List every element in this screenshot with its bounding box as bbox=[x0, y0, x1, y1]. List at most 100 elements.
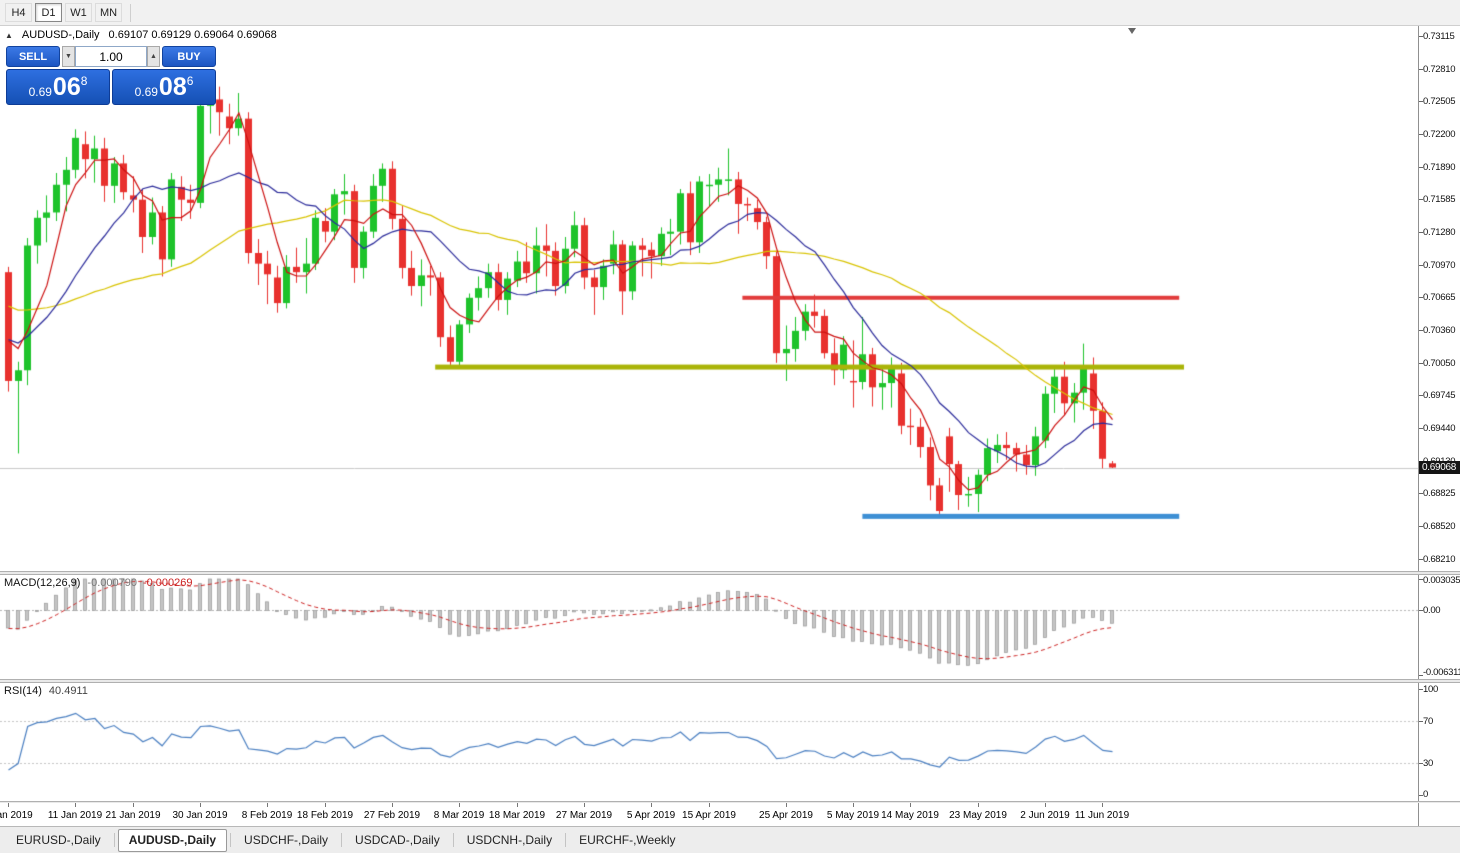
price-tick-label: 0.70970 bbox=[1423, 259, 1456, 271]
rsi-canvas[interactable] bbox=[0, 683, 1418, 801]
axis-tick bbox=[1419, 427, 1423, 429]
axis-tick bbox=[1419, 362, 1423, 364]
price-tick-label: 0.68825 bbox=[1423, 488, 1456, 500]
time-axis-label: 5 Apr 2019 bbox=[626, 810, 676, 821]
ask-price-point: 6 bbox=[186, 74, 194, 88]
rsi-label: RSI(14) 40.4911 bbox=[4, 685, 88, 697]
rsi-scale-label: 100 bbox=[1423, 684, 1438, 695]
axis-tick bbox=[1419, 395, 1423, 397]
time-axis-tick bbox=[910, 803, 911, 807]
axis-tick bbox=[1419, 795, 1423, 796]
time-axis-tick bbox=[786, 803, 787, 807]
bid-price-prefix: 0.69 bbox=[28, 85, 52, 99]
time-axis-label: 18 Feb 2019 bbox=[296, 810, 354, 821]
buy-price-button[interactable]: 0.69 08 6 bbox=[112, 69, 216, 105]
axis-tick bbox=[1419, 559, 1423, 560]
axis-tick bbox=[1419, 493, 1423, 495]
axis-tick bbox=[1419, 689, 1423, 690]
chart-shift-marker[interactable] bbox=[1128, 28, 1136, 34]
macd-name: MACD(12,26,9) bbox=[4, 577, 81, 589]
time-axis-label: 8 Mar 2019 bbox=[433, 810, 485, 821]
panel-splitter[interactable] bbox=[0, 571, 1460, 575]
price-tick-label: 0.72200 bbox=[1423, 128, 1456, 140]
tab-separator bbox=[230, 833, 232, 847]
one-click-trading-panel: SELL ▼ 1.00 ▲ BUY 0.69 06 8 0.69 bbox=[6, 46, 216, 105]
price-tick-label: 0.68520 bbox=[1423, 520, 1456, 532]
ask-price-prefix: 0.69 bbox=[134, 85, 158, 99]
axis-tick bbox=[1419, 166, 1423, 168]
axis-tick bbox=[1419, 231, 1423, 233]
one-click-collapse-toggle-icon[interactable]: ▲ bbox=[5, 30, 13, 40]
chart-tab-audusd-daily[interactable]: AUDUSD-,Daily bbox=[117, 828, 228, 852]
chart-tab-eurusd-daily[interactable]: EURUSD-,Daily bbox=[16, 832, 101, 847]
volume-decrease-button[interactable]: ▼ bbox=[62, 46, 75, 67]
time-axis-tick bbox=[392, 803, 393, 807]
ask-price-pips: 08 bbox=[158, 72, 187, 101]
price-chart-panel: ▲ AUDUSD-,Daily 0.69107 0.69129 0.69064 … bbox=[0, 26, 1460, 571]
bid-price-point: 8 bbox=[80, 74, 88, 88]
time-axis-tick bbox=[584, 803, 585, 807]
tab-separator bbox=[565, 833, 567, 847]
time-axis-tick bbox=[709, 803, 710, 807]
sell-button[interactable]: SELL bbox=[6, 46, 60, 67]
macd-canvas[interactable] bbox=[0, 575, 1418, 679]
quote-ohlc: 0.69107 0.69129 0.69064 0.69068 bbox=[108, 29, 277, 41]
price-tick-label: 0.70665 bbox=[1423, 292, 1456, 304]
panel-splitter[interactable] bbox=[0, 679, 1460, 683]
time-axis-tick bbox=[1102, 803, 1103, 807]
chart-tab-usdcad-daily[interactable]: USDCAD-,Daily bbox=[355, 832, 440, 847]
timeframe-button-d1[interactable]: D1 bbox=[35, 3, 62, 22]
time-axis-tick bbox=[267, 803, 268, 807]
quote-header: ▲ AUDUSD-,Daily 0.69107 0.69129 0.69064 … bbox=[5, 29, 277, 41]
panel-splitter[interactable] bbox=[0, 801, 1460, 803]
tab-separator bbox=[341, 833, 343, 847]
chart-tab-bar: EURUSD-,Daily AUDUSD-,Daily USDCHF-,Daily U… bbox=[0, 826, 1460, 853]
rsi-plot[interactable]: RSI(14) 40.4911 bbox=[0, 683, 1418, 801]
sell-price-button[interactable]: 0.69 06 8 bbox=[6, 69, 110, 105]
macd-axis: 0.003035 0.00 -0.006311 bbox=[1418, 575, 1460, 679]
timeframe-button-mn[interactable]: MN bbox=[95, 3, 122, 22]
rsi-scale-label: 70 bbox=[1423, 715, 1433, 727]
axis-tick bbox=[1419, 675, 1423, 676]
chart-tab-eurchf-weekly[interactable]: EURCHF-,Weekly bbox=[579, 832, 676, 847]
buy-button[interactable]: BUY bbox=[162, 46, 216, 67]
time-axis-tick bbox=[75, 803, 76, 807]
toolbar-separator bbox=[130, 3, 131, 22]
chart-tab-usdcnh-daily[interactable]: USDCNH-,Daily bbox=[466, 832, 553, 847]
tab-separator bbox=[452, 833, 454, 847]
price-chart-canvas[interactable] bbox=[0, 26, 1418, 571]
volume-input[interactable]: 1.00 bbox=[75, 46, 147, 67]
tab-separator bbox=[113, 833, 115, 847]
time-axis-label: 30 Jan 2019 bbox=[172, 810, 228, 821]
macd-label: MACD(12,26,9) -0.000790 -0.000269 bbox=[4, 577, 193, 589]
timeframe-button-h4[interactable]: H4 bbox=[5, 3, 32, 22]
rsi-axis: 100 70 30 0 bbox=[1418, 683, 1460, 801]
time-axis-label: 21 Jan 2019 bbox=[105, 810, 161, 821]
macd-value-main: -0.000790 bbox=[87, 577, 137, 589]
price-chart-plot[interactable]: ▲ AUDUSD-,Daily 0.69107 0.69129 0.69064 … bbox=[0, 26, 1418, 571]
price-tick-label: 0.73115 bbox=[1423, 31, 1455, 42]
price-tick-label: 0.71585 bbox=[1423, 194, 1456, 206]
timeframe-button-w1[interactable]: W1 bbox=[65, 3, 92, 22]
time-axis-label: 14 May 2019 bbox=[881, 810, 939, 821]
volume-control: ▼ 1.00 ▲ bbox=[62, 46, 160, 67]
axis-tick bbox=[1419, 133, 1423, 135]
time-axis-label: 25 Apr 2019 bbox=[759, 810, 813, 821]
time-axis-tick bbox=[651, 803, 652, 807]
time-axis-tick bbox=[459, 803, 460, 807]
time-axis-label: 11 Jan 2019 bbox=[47, 810, 103, 821]
time-axis-label: 23 May 2019 bbox=[949, 810, 1007, 821]
volume-increase-button[interactable]: ▲ bbox=[147, 46, 160, 67]
time-axis-tick bbox=[8, 803, 9, 807]
time-axis-label: 15 Apr 2019 bbox=[682, 810, 736, 821]
rsi-value: 40.4911 bbox=[48, 685, 88, 697]
macd-plot[interactable]: MACD(12,26,9) -0.000790 -0.000269 bbox=[0, 575, 1418, 679]
chart-tab-usdchf-daily[interactable]: USDCHF-,Daily bbox=[244, 832, 329, 847]
quote-symbol: AUDUSD-,Daily bbox=[21, 29, 100, 41]
axis-tick bbox=[1419, 199, 1423, 201]
time-axis-label: 11 Jun 2019 bbox=[1074, 810, 1130, 821]
time-axis-tick bbox=[1045, 803, 1046, 807]
time-axis-label: 27 Mar 2019 bbox=[555, 810, 613, 821]
rsi-indicator-panel: RSI(14) 40.4911 100 70 30 0 bbox=[0, 683, 1460, 801]
